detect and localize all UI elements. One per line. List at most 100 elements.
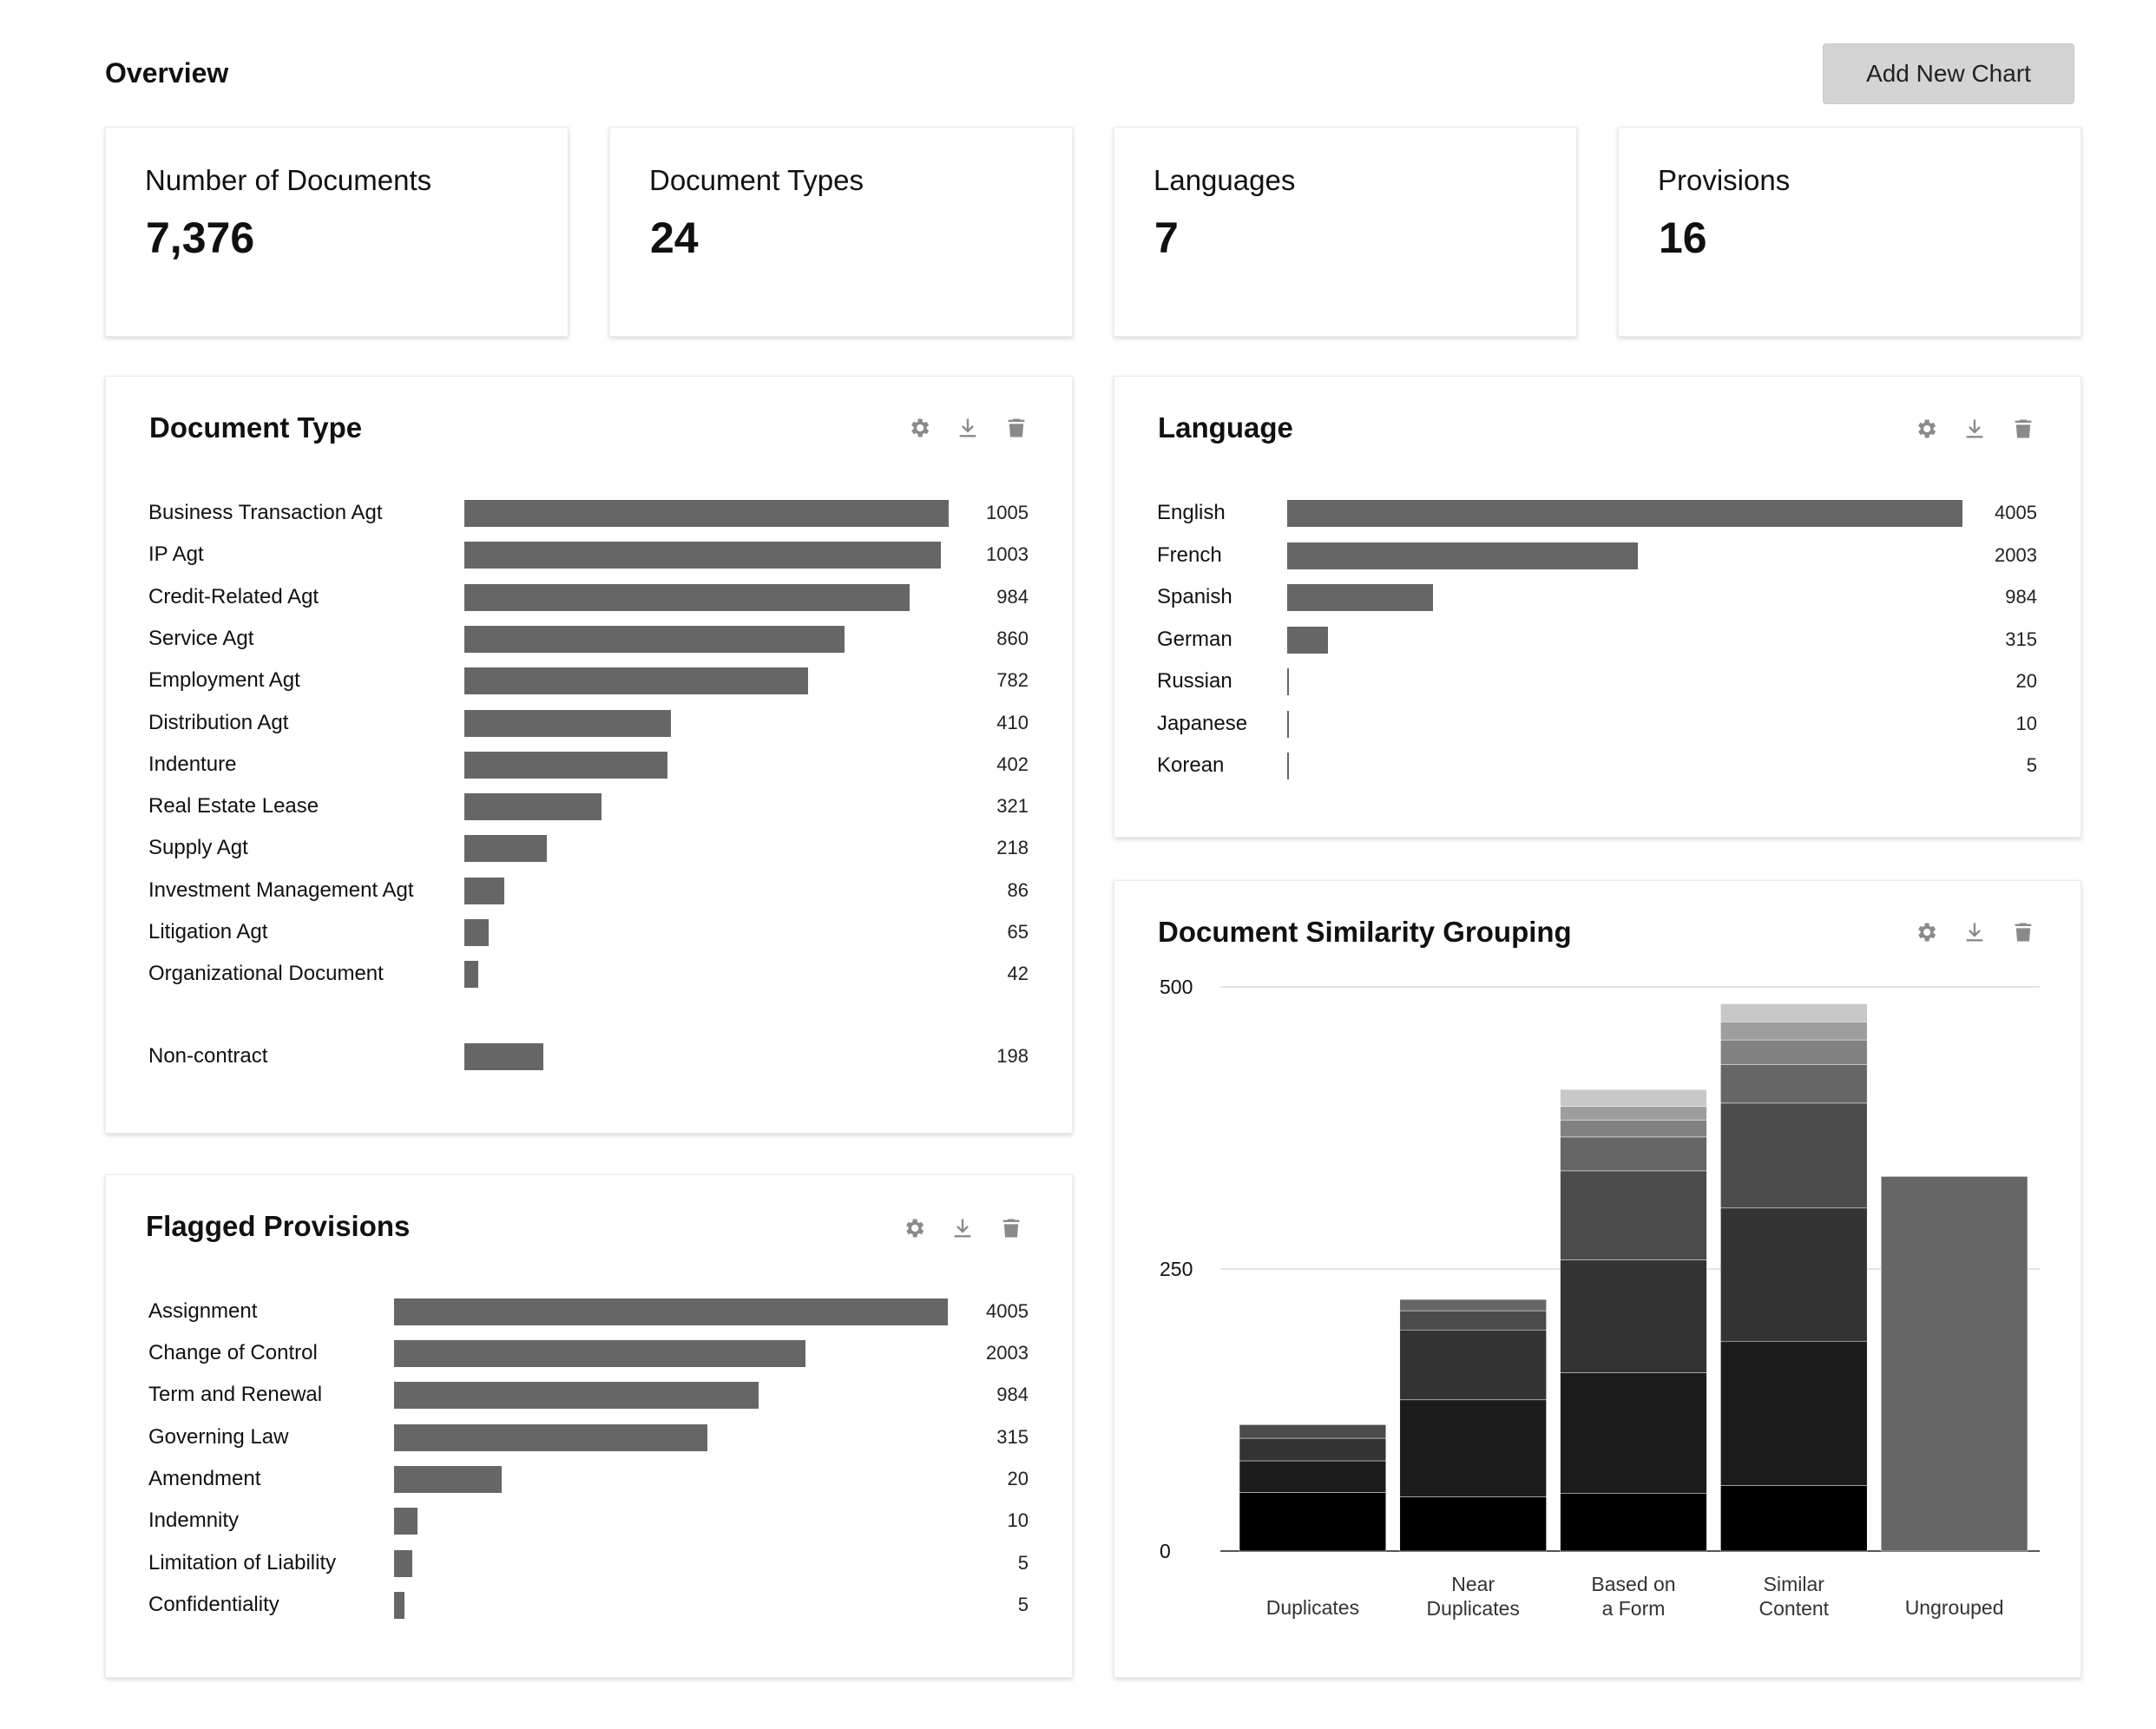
- bar-segment: [1720, 1022, 1868, 1041]
- bar-row: Amendment 20: [148, 1464, 1029, 1494]
- bar-value: 410: [996, 711, 1029, 733]
- bar-label: Governing Law: [148, 1425, 289, 1449]
- bar-label: Organizational Document: [148, 962, 384, 986]
- bar: [464, 709, 671, 737]
- bar-segment: [1720, 1003, 1868, 1022]
- bar-segment: [1239, 1460, 1387, 1493]
- bar-label: Change of Control: [148, 1341, 318, 1364]
- bar: [394, 1550, 412, 1577]
- download-icon[interactable]: [1960, 917, 1989, 947]
- bar-value: 984: [2005, 586, 2037, 608]
- bar-value: 198: [996, 1045, 1029, 1067]
- bar: [1287, 542, 1638, 569]
- stat-label: Number of Documents: [145, 164, 432, 196]
- bar-label: Employment Agt: [148, 668, 300, 693]
- stat-label: Document Types: [649, 164, 864, 196]
- bar: [394, 1298, 948, 1325]
- bar-value: 10: [2015, 712, 2037, 734]
- bar: [1287, 753, 1289, 779]
- bar-segment: [1560, 1493, 1707, 1552]
- bar-value: 5: [1017, 1594, 1029, 1615]
- bar-segment: [1399, 1496, 1547, 1552]
- bar-row: Limitation of Liability 5: [148, 1548, 1029, 1578]
- bar-segment: [1560, 1136, 1707, 1172]
- stat-card-documents: Number of Documents 7,376: [105, 127, 569, 337]
- bar-row: Distribution Agt 410: [148, 708, 1029, 738]
- gear-icon[interactable]: [899, 1213, 929, 1243]
- stat-label: Provisions: [1658, 164, 1791, 196]
- bar: [394, 1424, 707, 1451]
- trash-icon[interactable]: [1002, 413, 1031, 443]
- bar-value: 20: [1007, 1468, 1029, 1489]
- bar-label: Term and Renewal: [148, 1383, 323, 1406]
- bar: [1287, 710, 1289, 738]
- bar-value: 5: [1017, 1552, 1029, 1574]
- bar-label: Russian: [1157, 669, 1232, 693]
- bar: [464, 751, 667, 779]
- bar-segment: [1720, 1340, 1868, 1486]
- panel-title: Document Type: [149, 411, 363, 444]
- x-tick-label: Duplicates: [1427, 1597, 1520, 1620]
- bar-label: English: [1157, 501, 1226, 524]
- bar: [464, 1043, 543, 1070]
- page-title: Overview: [105, 57, 229, 89]
- trash-icon[interactable]: [2008, 917, 2038, 947]
- bar-value: 2003: [1995, 543, 2037, 566]
- bar-row: IP Agt 1003: [148, 540, 1029, 569]
- bar-value: 321: [996, 795, 1029, 818]
- bar: [1287, 668, 1289, 695]
- bar-row: Russian 20: [1157, 667, 2037, 696]
- bar: [464, 919, 489, 946]
- bar: [464, 625, 845, 653]
- stat-card-document-types: Document Types 24: [609, 127, 1073, 337]
- download-icon[interactable]: [1960, 414, 1989, 444]
- y-tick-label: 250: [1160, 1258, 1193, 1280]
- x-tick-label: Similar: [1764, 1573, 1825, 1595]
- gear-icon[interactable]: [1911, 917, 1941, 947]
- bar-label: Credit-Related Agt: [148, 584, 319, 608]
- bar-segment: [1560, 1106, 1707, 1121]
- bar-row: Change of Control 2003: [148, 1338, 1029, 1368]
- trash-icon[interactable]: [2008, 414, 2038, 444]
- flagged-provisions-panel: Flagged Provisions Assignment 4005 Change …: [105, 1174, 1073, 1678]
- panel-title: Language: [1158, 411, 1293, 444]
- bar-label: IP Agt: [148, 542, 204, 567]
- bar-segment: [1560, 1259, 1707, 1373]
- bar-row: Investment Management Agt 86: [148, 876, 1029, 905]
- bar-segment: [1720, 1207, 1868, 1342]
- trash-icon[interactable]: [996, 1213, 1026, 1243]
- download-icon[interactable]: [948, 1213, 977, 1243]
- bar-segment: [1720, 1102, 1868, 1209]
- gear-icon[interactable]: [1911, 414, 1941, 444]
- bar-row: English 4005: [1157, 498, 2037, 528]
- panel-actions: [899, 1213, 1026, 1243]
- download-icon[interactable]: [953, 413, 983, 443]
- bar: [464, 667, 808, 695]
- bar-value: 782: [996, 669, 1029, 692]
- bar-segment: [1560, 1089, 1707, 1108]
- bar-label: Confidentiality: [148, 1593, 279, 1616]
- stat-card-provisions: Provisions 16: [1618, 127, 2081, 337]
- bar-value: 2003: [986, 1342, 1029, 1364]
- bar-label: Amendment: [148, 1467, 261, 1490]
- bar-row: Organizational Document 42: [148, 959, 1029, 989]
- bar-value: 315: [996, 1426, 1029, 1448]
- bar: [464, 793, 601, 821]
- add-new-chart-button[interactable]: Add New Chart: [1823, 43, 2074, 104]
- bar: [464, 583, 910, 611]
- bar-value: 860: [996, 627, 1029, 649]
- bar-segment: [1720, 1039, 1868, 1065]
- bar-value: 65: [1007, 921, 1029, 943]
- bar: [464, 961, 478, 989]
- bar-value: 4005: [986, 1300, 1029, 1322]
- gear-icon[interactable]: [904, 413, 934, 443]
- bar-value: 984: [996, 585, 1029, 608]
- bar-row: Assignment 4005: [148, 1297, 1029, 1326]
- bar-row: Spanish 984: [1157, 582, 2037, 612]
- stat-value: 7: [1154, 214, 1179, 262]
- bar-row: Employment Agt 782: [148, 666, 1029, 695]
- bar: [1287, 626, 1328, 654]
- bar-row: Litigation Agt 65: [148, 917, 1029, 947]
- bar-label: Service Agt: [148, 626, 254, 650]
